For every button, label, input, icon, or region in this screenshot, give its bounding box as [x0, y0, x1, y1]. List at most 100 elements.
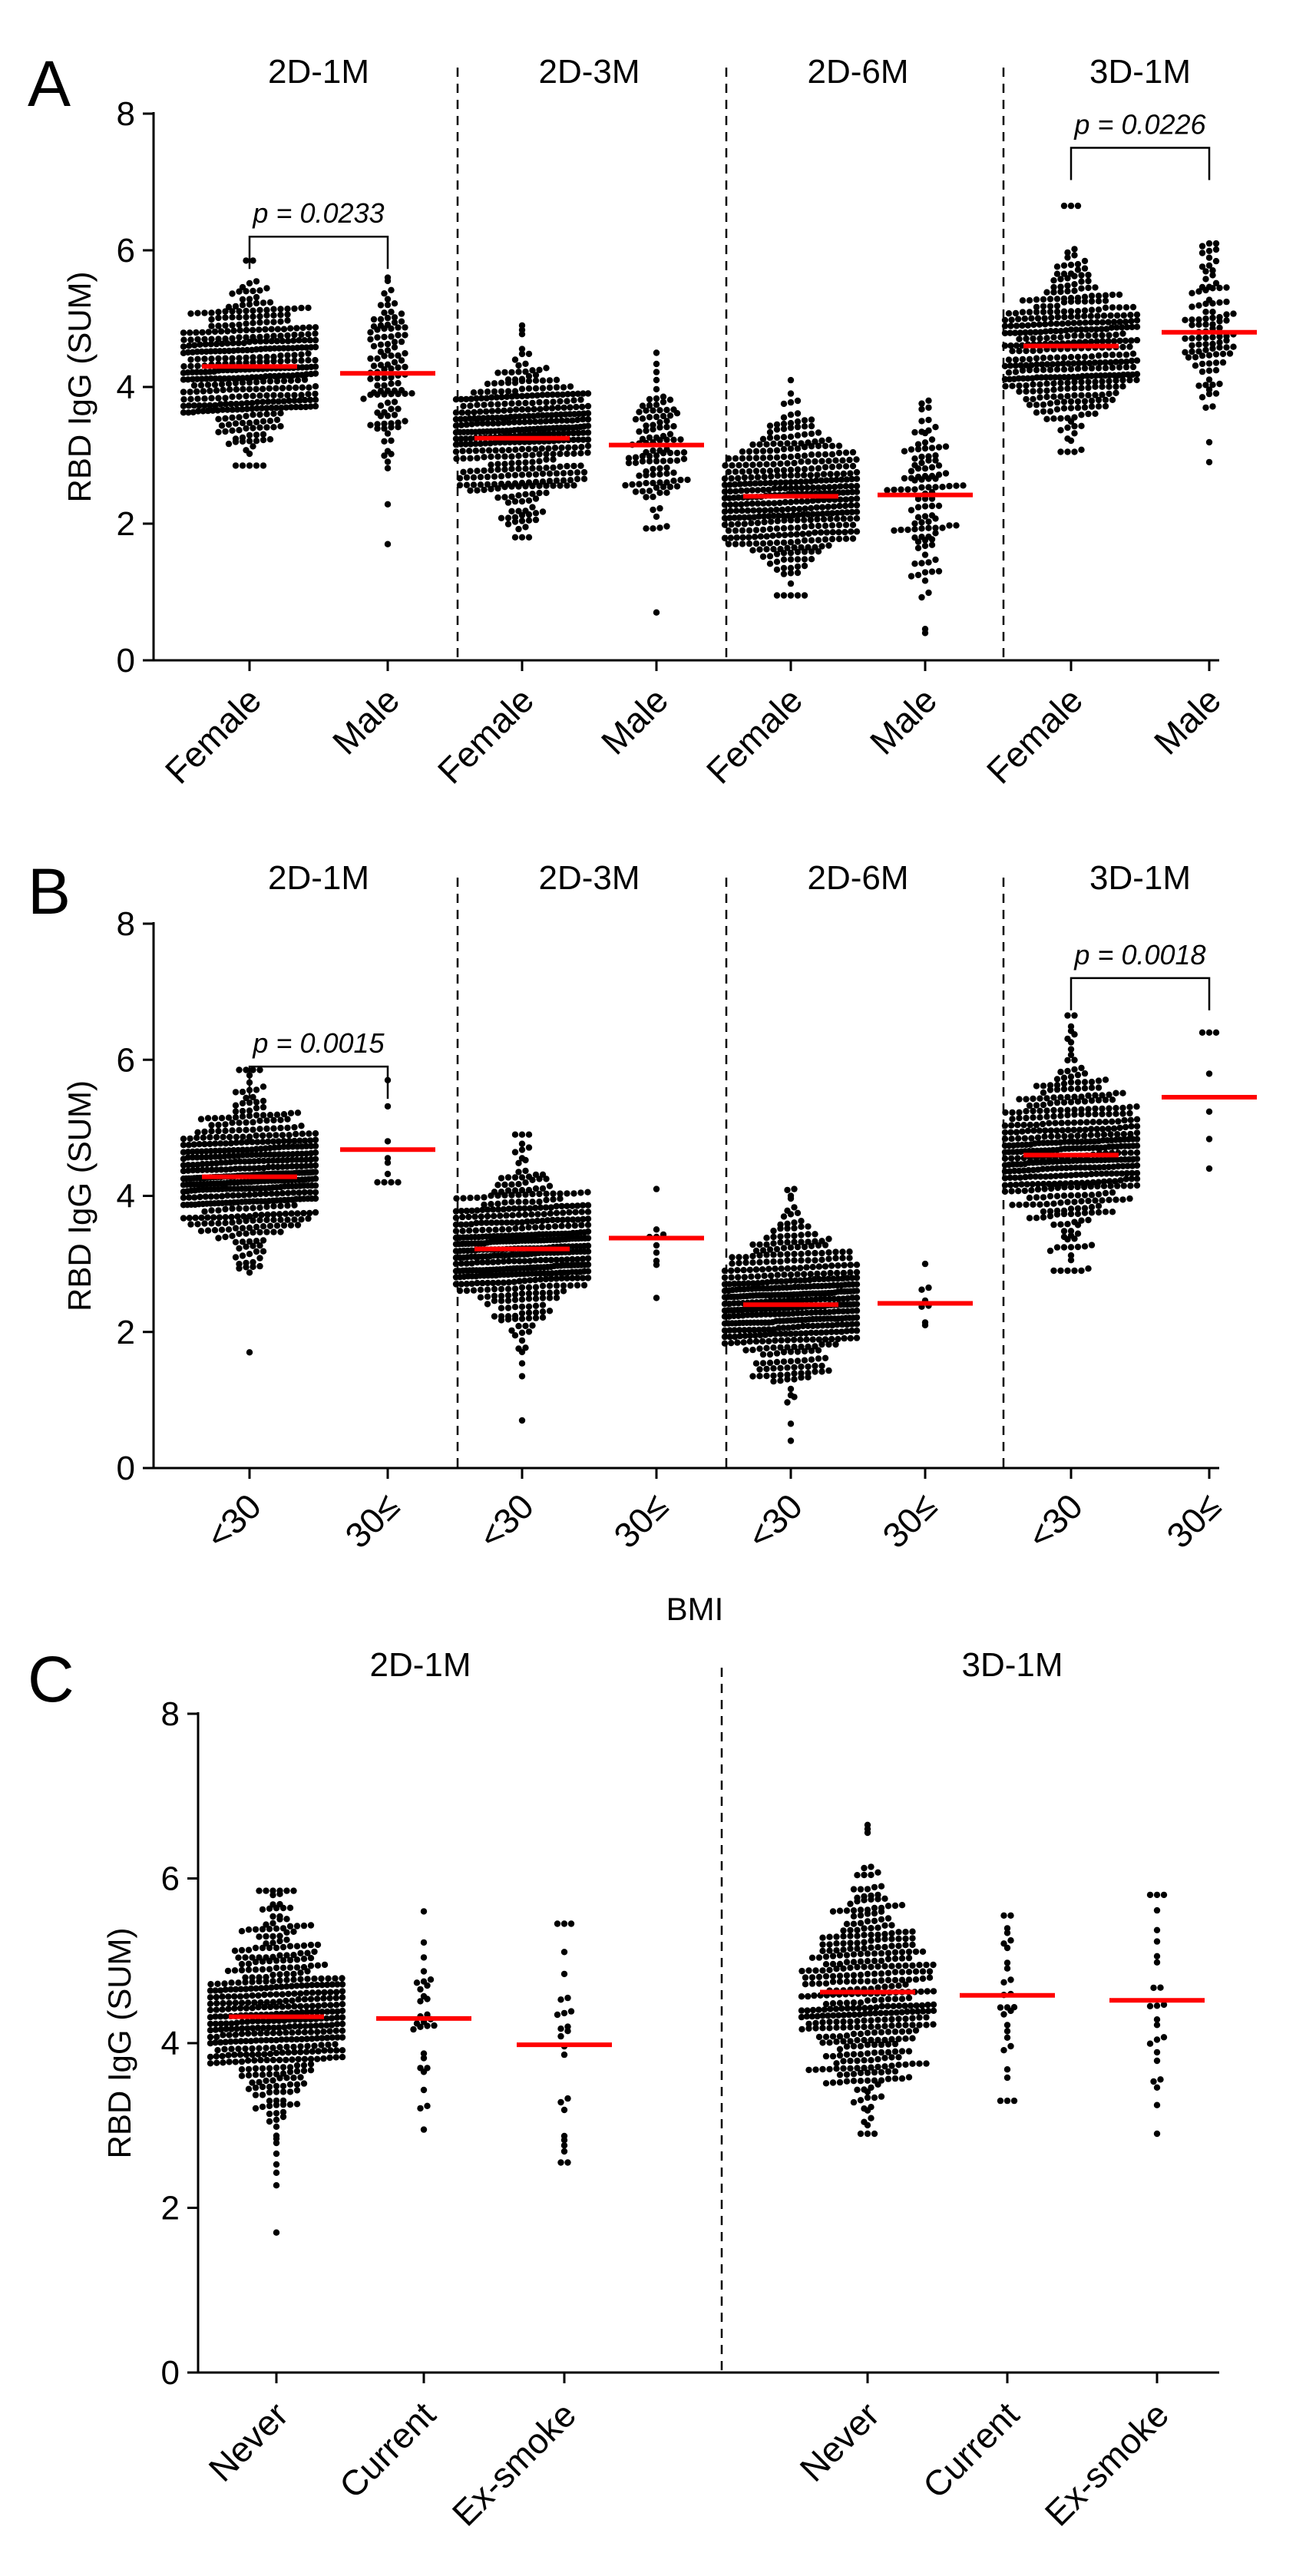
- data-point: [304, 1976, 311, 1982]
- data-point: [180, 409, 187, 416]
- data-point: [263, 424, 270, 431]
- data-point: [201, 1208, 208, 1215]
- data-point: [791, 1370, 798, 1377]
- data-point: [420, 1968, 428, 1975]
- data-point: [277, 306, 284, 312]
- data-point: [215, 355, 222, 362]
- data-point: [260, 2024, 266, 2032]
- data-point: [1106, 332, 1113, 339]
- data-point: [532, 1295, 540, 1302]
- data-point: [1023, 1181, 1030, 1188]
- data-point: [262, 326, 269, 333]
- data-point: [190, 382, 198, 389]
- data-point: [199, 329, 206, 336]
- data-point: [269, 1157, 276, 1164]
- data-point: [1067, 1133, 1075, 1139]
- data-point: [391, 344, 398, 351]
- data-point: [1026, 1194, 1033, 1202]
- category-series: Male: [593, 349, 704, 762]
- data-point: [233, 400, 240, 408]
- data-point: [243, 313, 250, 321]
- y-tick-label: 6: [161, 1860, 180, 1898]
- data-point: [677, 476, 684, 484]
- data-point: [543, 489, 550, 497]
- data-point: [787, 517, 795, 524]
- data-point: [1067, 365, 1075, 372]
- data-point: [801, 548, 808, 555]
- data-point: [246, 1158, 253, 1165]
- data-point: [215, 1127, 222, 1135]
- category-series: Current: [332, 1908, 471, 2506]
- data-point: [835, 535, 843, 543]
- data-point: [928, 536, 936, 543]
- data-point: [914, 571, 922, 579]
- data-point: [1014, 1155, 1021, 1162]
- data-point: [187, 1221, 194, 1228]
- data-point: [794, 432, 802, 439]
- data-point: [498, 1298, 505, 1305]
- data-point: [754, 1273, 762, 1280]
- data-point: [768, 473, 775, 480]
- data-point: [809, 1336, 816, 1343]
- data-point: [660, 398, 667, 405]
- data-point: [1053, 406, 1061, 413]
- data-point: [826, 1941, 833, 1948]
- data-point: [815, 1355, 822, 1362]
- data-point: [884, 1956, 892, 1963]
- data-point: [1095, 365, 1103, 372]
- data-point: [1129, 363, 1137, 371]
- data-point: [190, 1162, 197, 1169]
- data-point: [1030, 1166, 1037, 1174]
- data-point: [262, 1151, 269, 1158]
- data-point: [791, 1204, 798, 1211]
- data-point: [570, 436, 577, 443]
- data-point: [1096, 1164, 1103, 1171]
- data-point: [755, 507, 763, 514]
- data-point: [908, 446, 915, 453]
- data-point: [1209, 314, 1216, 322]
- data-point: [225, 1226, 233, 1233]
- data-point: [484, 389, 491, 395]
- data-point: [245, 1960, 253, 1967]
- data-point: [791, 1185, 798, 1192]
- data-point: [646, 402, 653, 409]
- data-point: [1023, 395, 1030, 403]
- data-point: [787, 412, 795, 418]
- data-point: [925, 475, 932, 482]
- data-point: [239, 2025, 246, 2032]
- data-point: [538, 445, 545, 452]
- data-point: [251, 2030, 258, 2037]
- data-point: [1081, 1132, 1088, 1139]
- data-point: [1052, 374, 1059, 381]
- data-point: [650, 506, 656, 514]
- data-point: [736, 1327, 743, 1334]
- data-point: [273, 1111, 281, 1119]
- data-point: [1057, 379, 1064, 386]
- data-point: [1034, 1181, 1042, 1188]
- data-point: [1067, 398, 1075, 405]
- data-point: [465, 409, 471, 416]
- data-point: [809, 1264, 816, 1271]
- data-point: [232, 420, 240, 427]
- data-point: [808, 556, 815, 563]
- data-point: [760, 486, 767, 494]
- data-point: [327, 1989, 334, 1996]
- data-point: [1088, 306, 1096, 313]
- data-point: [1209, 403, 1216, 410]
- data-point: [798, 1232, 805, 1238]
- data-point: [493, 394, 501, 401]
- data-point: [257, 1190, 264, 1198]
- data-point: [546, 377, 554, 384]
- data-point: [260, 436, 267, 444]
- data-point: [721, 1333, 729, 1341]
- data-point: [1074, 1085, 1082, 1093]
- data-point: [1133, 376, 1140, 384]
- data-point: [236, 288, 243, 295]
- data-point: [1119, 1090, 1126, 1096]
- data-point: [834, 510, 841, 517]
- data-point: [494, 1192, 501, 1199]
- data-point: [1116, 337, 1123, 345]
- data-point: [1067, 437, 1075, 445]
- data-point: [1133, 1162, 1141, 1169]
